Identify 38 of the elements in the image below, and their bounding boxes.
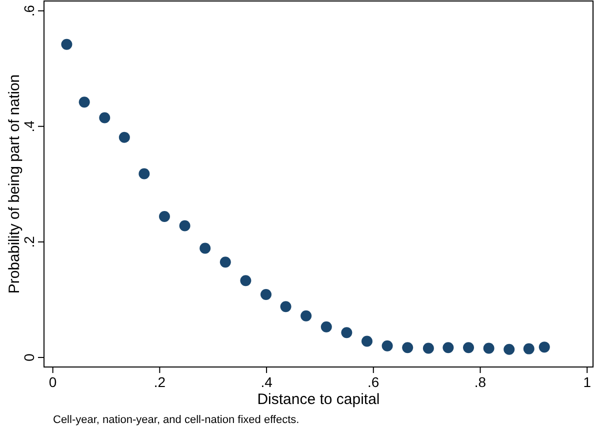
point bbox=[442, 342, 454, 354]
y-axis-title: Probability of being part of nation bbox=[6, 74, 23, 294]
point bbox=[361, 336, 372, 347]
point bbox=[523, 343, 534, 354]
point bbox=[280, 301, 292, 312]
x-tick-label: .6 bbox=[368, 374, 380, 390]
y-tick-label: .2 bbox=[21, 236, 37, 248]
point bbox=[382, 340, 393, 352]
x-tick-label: .8 bbox=[474, 374, 486, 390]
point bbox=[200, 242, 211, 254]
point bbox=[78, 96, 90, 108]
text: Cell-year, nation-year, and cell-nation fixed effects. bbox=[53, 414, 300, 426]
point bbox=[179, 220, 190, 232]
point bbox=[220, 256, 231, 268]
x-tick-label: .4 bbox=[260, 374, 273, 390]
x-tick-label: 1 bbox=[583, 374, 592, 390]
point bbox=[538, 342, 550, 353]
x-tick-label: 0 bbox=[48, 374, 57, 390]
point bbox=[504, 344, 515, 355]
point bbox=[341, 327, 352, 338]
point bbox=[99, 112, 110, 124]
point bbox=[240, 275, 252, 286]
point bbox=[260, 288, 272, 300]
point bbox=[61, 38, 72, 50]
y-tick-label: 0 bbox=[21, 353, 37, 362]
point bbox=[118, 132, 130, 143]
x-axis-title: Distance to capital bbox=[257, 391, 380, 408]
y-tick-label: .6 bbox=[21, 4, 37, 17]
y-tick-label: .4 bbox=[21, 120, 37, 132]
point bbox=[422, 342, 434, 354]
x-tick-label: .2 bbox=[154, 374, 166, 390]
point bbox=[463, 342, 474, 354]
point bbox=[158, 211, 170, 222]
point bbox=[320, 321, 332, 332]
point bbox=[138, 168, 150, 180]
point bbox=[402, 342, 414, 354]
point bbox=[483, 342, 494, 354]
point bbox=[300, 310, 312, 322]
